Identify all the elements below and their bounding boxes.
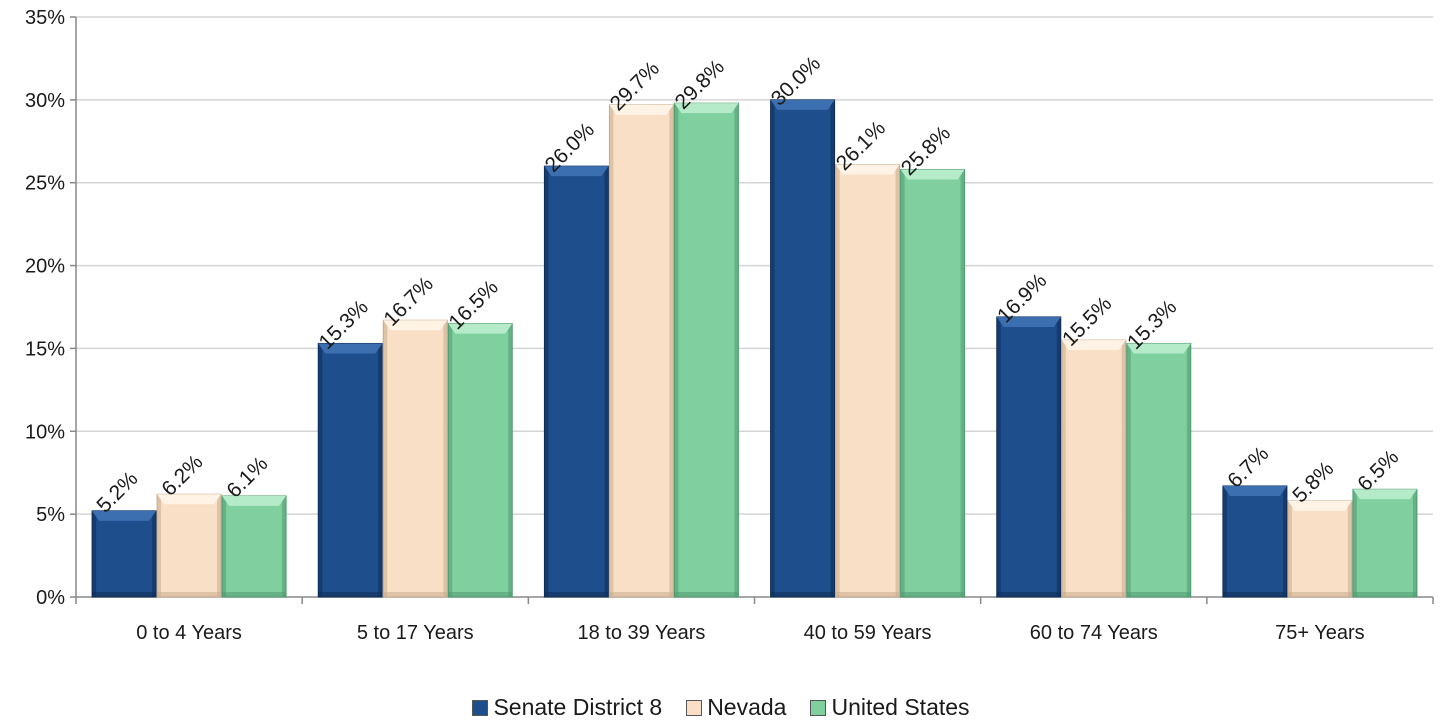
- data-label-united-states-0-to-4-years: 6.1%: [222, 452, 272, 502]
- legend-swatch-nevada: [686, 699, 703, 716]
- bar-senate-district-8-60-to-74-years: [996, 316, 1062, 598]
- data-label-senate-district-8-75-years: 6.7%: [1223, 442, 1273, 492]
- data-label-nevada-75-years: 5.8%: [1288, 457, 1338, 507]
- axes: 0% 5% 10% 15% 20% 25% 30% 35% 0 to 4 Years 5 to 1…: [25, 7, 1434, 644]
- bar-united-states-5-to-17-years: [447, 323, 513, 598]
- legend-label-senate-district-8: Senate District 8: [493, 694, 663, 720]
- bar-nevada-75-years: [1287, 500, 1353, 598]
- y-tick-label: 5%: [36, 504, 65, 526]
- legend-item-united-states[interactable]: United States: [810, 694, 970, 721]
- bar-united-states-60-to-74-years: [1126, 342, 1192, 598]
- bar-senate-district-8-5-to-17-years: [317, 342, 383, 598]
- x-tick-label-18-to-39-years: 18 to 39 Years: [577, 622, 705, 644]
- y-tick-label: 35%: [25, 7, 65, 29]
- bar-united-states-18-to-39-years: [673, 102, 739, 598]
- bar-united-states-75-years: [1352, 488, 1418, 598]
- y-tick-label: 15%: [25, 338, 65, 360]
- bar-nevada-40-to-59-years: [835, 163, 901, 598]
- data-labels: 5.2% 6.2% 6.1%15.3% 16.7% 16.5%26.0%29.7% 29.…: [92, 52, 1403, 517]
- legend-item-nevada[interactable]: Nevada: [686, 694, 786, 721]
- x-tick-label-40-to-59-years: 40 to 59 Years: [804, 622, 932, 644]
- x-tick-label-0-to-4-years: 0 to 4 Years: [136, 622, 242, 644]
- legend: Senate District 8 Nevada United States: [0, 694, 1442, 721]
- data-label-nevada-0-to-4-years: 6.2%: [157, 451, 207, 501]
- legend-item-senate-district-8[interactable]: Senate District 8: [472, 694, 662, 721]
- x-tick-label-5-to-17-years: 5 to 17 Years: [357, 622, 474, 644]
- y-tick-label: 25%: [25, 173, 65, 195]
- bar-senate-district-8-0-to-4-years: [91, 510, 157, 598]
- x-tick-label-75-years: 75+ Years: [1275, 622, 1365, 644]
- y-tick-label: 0%: [36, 587, 65, 609]
- y-tick-label: 20%: [25, 256, 65, 278]
- data-label-senate-district-8-0-to-4-years: 5.2%: [92, 467, 142, 517]
- bar-senate-district-8-40-to-59-years: [770, 99, 836, 598]
- legend-swatch-united-states: [810, 699, 827, 716]
- bar-senate-district-8-18-to-39-years: [543, 165, 609, 598]
- data-label-united-states-75-years: 6.5%: [1353, 446, 1403, 496]
- bar-nevada-5-to-17-years: [382, 319, 448, 598]
- bar-united-states-40-to-59-years: [900, 168, 966, 598]
- legend-label-nevada: Nevada: [707, 694, 787, 720]
- bars: [91, 99, 1418, 598]
- x-tick-label-60-to-74-years: 60 to 74 Years: [1030, 622, 1158, 644]
- legend-label-united-states: United States: [831, 694, 970, 720]
- y-tick-label: 30%: [25, 90, 65, 112]
- bar-senate-district-8-75-years: [1222, 485, 1288, 598]
- bar-united-states-0-to-4-years: [221, 495, 287, 598]
- bar-nevada-0-to-4-years: [156, 493, 222, 598]
- bar-chart: 0% 5% 10% 15% 20% 25% 30% 35% 0 to 4 Years 5 to 1…: [25, 7, 1434, 644]
- y-tick-label: 10%: [25, 421, 65, 443]
- gridlines: [76, 16, 1433, 515]
- bar-nevada-18-to-39-years: [608, 104, 674, 598]
- legend-swatch-senate-district-8: [472, 699, 489, 716]
- bar-nevada-60-to-74-years: [1061, 339, 1127, 598]
